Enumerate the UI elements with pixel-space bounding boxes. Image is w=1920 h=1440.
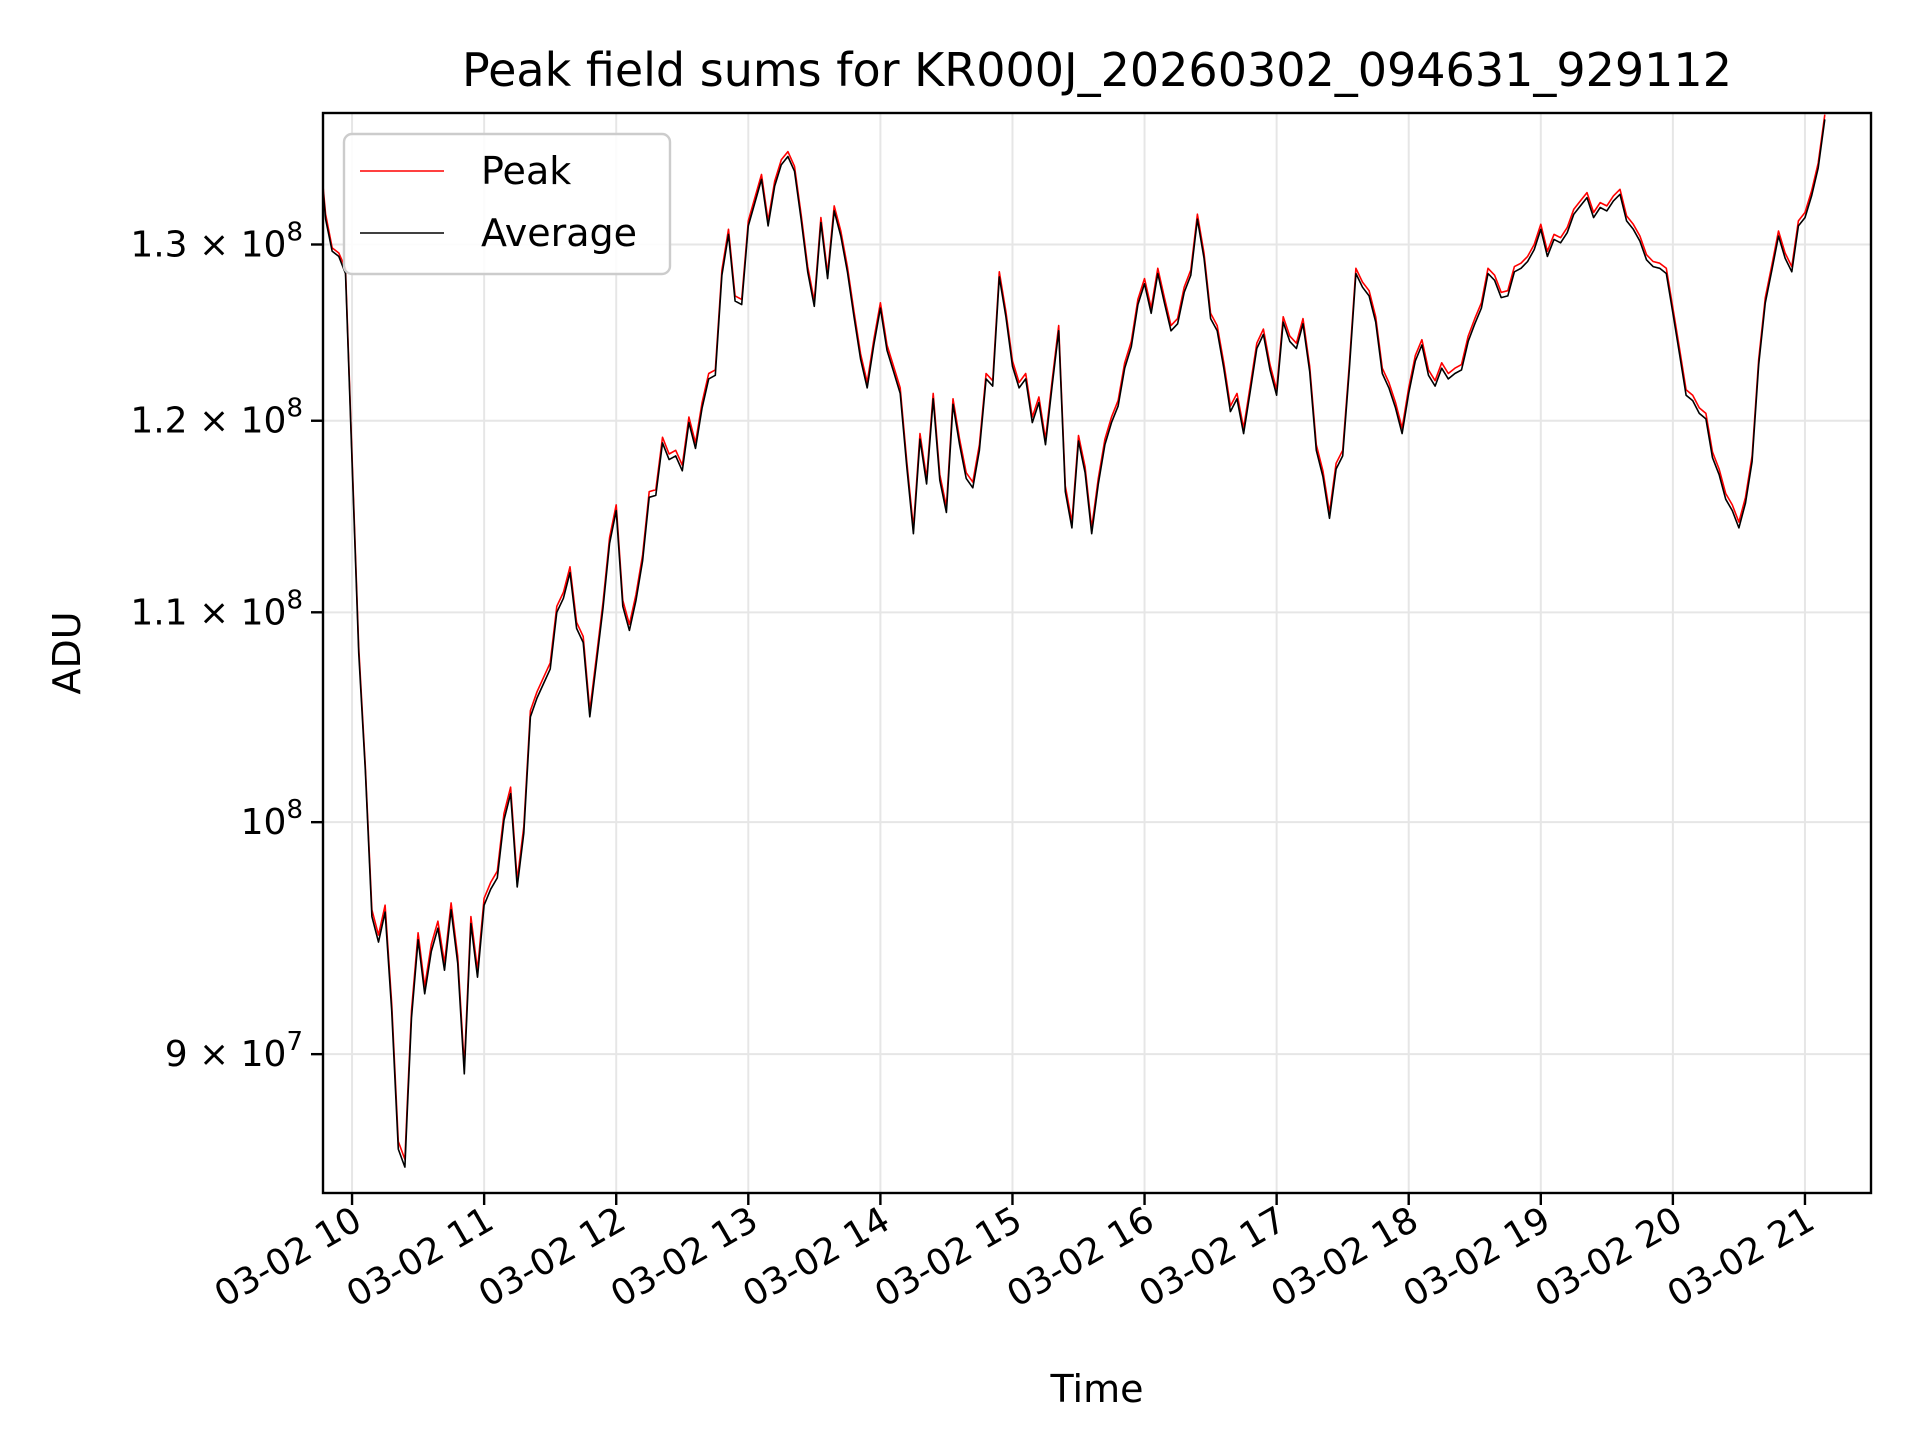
grid [323,113,1871,1193]
x-tick-label: 03-02 21 [1661,1199,1822,1315]
x-tick-label: 03-02 19 [1397,1199,1558,1315]
y-tick-label: 1.2 × 108 [130,394,303,442]
y-axis-label: ADU [45,611,89,694]
x-tick-label: 03-02 17 [1132,1199,1293,1315]
plot-area-frame [321,111,1873,1195]
y-tick-label: 1.3 × 108 [130,217,303,265]
y-tick-label: 108 [241,795,303,843]
x-tick-label: 03-02 16 [1000,1199,1161,1315]
x-tick-label: 03-02 20 [1529,1199,1690,1315]
x-tick-label: 03-02 10 [208,1199,369,1315]
y-axis-ticks: 9 × 107 108 1.1 × 108 1.2 × 108 1.3 × 108 [130,217,323,1075]
legend-label-peak: Peak [481,149,571,193]
x-tick-label: 03-02 13 [604,1199,765,1315]
legend-label-average: Average [481,211,637,255]
plot-lines [323,114,1826,1168]
x-tick-label: 03-02 11 [340,1199,501,1315]
x-axis-label: Time [1050,1367,1144,1411]
x-tick-label: 03-02 15 [868,1199,1029,1315]
chart-title: Peak field sums for KR000J_20260302_0946… [462,43,1732,97]
series-line-peak [323,114,1826,1161]
series-line-average [323,119,1826,1168]
x-tick-label: 03-02 12 [472,1199,633,1315]
legend: Peak Average [342,132,672,276]
x-tick-label: 03-02 18 [1265,1199,1426,1315]
x-tick-label: 03-02 14 [736,1199,897,1315]
y-tick-label: 1.1 × 108 [130,585,303,633]
legend-box [342,132,672,276]
y-tick-label: 9 × 107 [165,1027,303,1075]
